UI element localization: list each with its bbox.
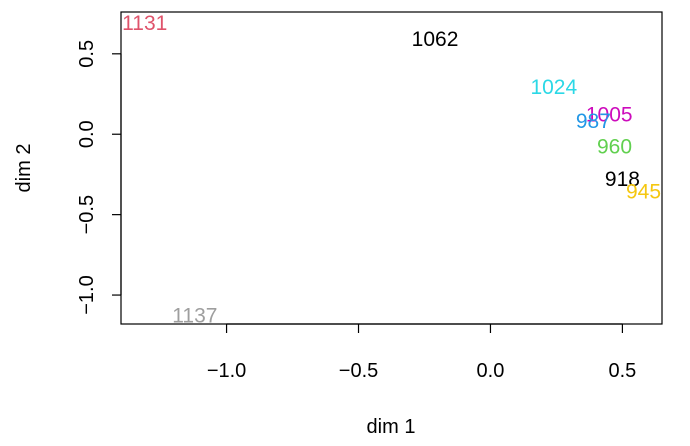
y-axis: −1.0 −0.5 0.0 0.5 <box>76 40 122 315</box>
point-label-1131: 1131 <box>122 12 167 35</box>
x-tick-label: −1.0 <box>207 360 246 382</box>
x-tick-label: 0.5 <box>609 360 637 382</box>
point-label-1024: 1024 <box>530 76 577 99</box>
point-label-987: 987 <box>576 110 611 133</box>
point-label-1062: 1062 <box>412 28 459 51</box>
plot-frame <box>120 11 663 325</box>
x-tick-label: −0.5 <box>339 360 378 382</box>
x-axis-label: dim 1 <box>367 416 416 438</box>
point-label-1137: 1137 <box>172 304 217 327</box>
point-label-945: 945 <box>626 181 661 204</box>
y-tick-label: 0.0 <box>76 120 98 148</box>
x-axis: −1.0 −0.5 0.0 0.5 <box>207 323 637 382</box>
point-label-960: 960 <box>597 136 632 159</box>
point-label-918: 918 <box>605 168 640 191</box>
y-tick-label: −1.0 <box>76 275 98 314</box>
x-tick-label: 0.0 <box>477 360 505 382</box>
y-tick-label: 0.5 <box>76 40 98 68</box>
y-axis-label: dim 2 <box>13 144 35 193</box>
y-tick-label: −0.5 <box>76 195 98 234</box>
point-label-1005: 1005 <box>586 103 633 126</box>
